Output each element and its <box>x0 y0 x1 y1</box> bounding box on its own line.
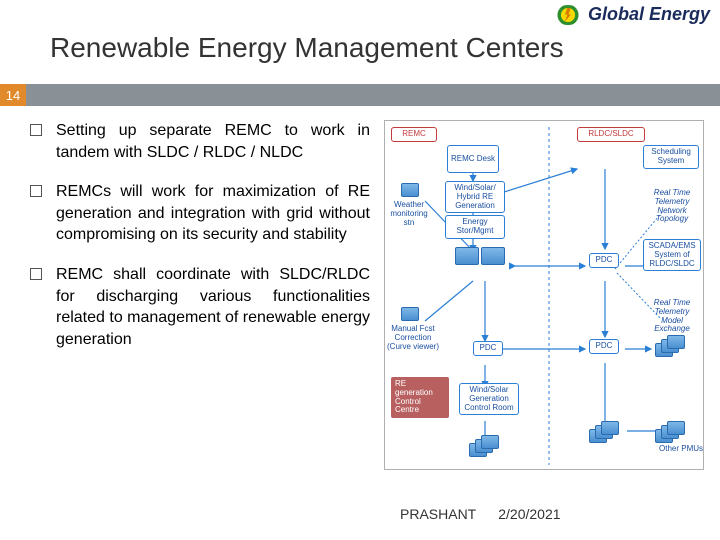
pdc-right-box: PDC <box>589 339 619 354</box>
bullet-list: Setting up separate REMC to work in tand… <box>30 120 370 368</box>
bullet-text: Setting up separate REMC to work in tand… <box>56 120 370 163</box>
server-icon <box>455 247 479 265</box>
rt-model-label: Real Time Telemetry Model Exchange <box>643 299 701 334</box>
connector-lines <box>385 121 705 471</box>
list-item: REMCs will work for maximization of RE g… <box>30 181 370 246</box>
re-gen-ctrl-box: RE generation Control Centre <box>391 377 449 418</box>
remc-desk-box: REMC Desk <box>447 145 499 173</box>
stack-icon <box>469 435 499 457</box>
manual-curve-label: Manual Fcst Correction (Curve viewer) <box>387 325 439 351</box>
list-item: Setting up separate REMC to work in tand… <box>30 120 370 163</box>
globe-bolt-icon <box>554 5 582 25</box>
brand-text: Global Energy <box>588 4 710 25</box>
pdc-left-box: PDC <box>473 341 503 356</box>
footer: PRASHANT 2/20/2021 <box>400 506 561 522</box>
brand-logo: Global Energy <box>554 4 710 25</box>
weather-label: Weather monitoring stn <box>387 201 431 227</box>
footer-date: 2/20/2021 <box>498 506 560 522</box>
slide-number: 14 <box>0 84 26 106</box>
bullet-text: REMCs will work for maximization of RE g… <box>56 181 370 246</box>
page-title: Renewable Energy Management Centers <box>50 32 564 64</box>
footer-author: PRASHANT <box>400 506 476 522</box>
bullet-text: REMC shall coordinate with SLDC/RLDC for… <box>56 264 370 350</box>
square-bullet-icon <box>30 185 42 197</box>
energy-storage-box: Energy Stor/Mgmt <box>445 215 505 239</box>
scheduling-box: Scheduling System <box>643 145 699 169</box>
rt-telemetry-label: Real Time Telemetry Network Topology <box>643 189 701 224</box>
title-bar <box>0 84 720 106</box>
stack-icon <box>589 421 619 443</box>
rldc-header: RLDC/SLDC <box>577 127 645 142</box>
stack-icon <box>655 421 685 443</box>
list-item: REMC shall coordinate with SLDC/RLDC for… <box>30 264 370 350</box>
square-bullet-icon <box>30 268 42 280</box>
pdc-mid-box: PDC <box>589 253 619 268</box>
wind-solar-room-box: Wind/Solar Generation Control Room <box>459 383 519 415</box>
other-pmus-label: Other PMUs <box>659 445 703 454</box>
scada-box: SCADA/EMS System of RLDC/SLDC <box>643 239 701 271</box>
manual-icon <box>401 307 419 321</box>
remc-architecture-diagram: REMC RLDC/SLDC REMC Desk Scheduling Syst… <box>384 120 704 470</box>
stack-icon <box>655 335 685 357</box>
weather-icon <box>401 183 419 197</box>
square-bullet-icon <box>30 124 42 136</box>
wind-solar-gen-box: Wind/Solar/ Hybrid RE Generation <box>445 181 505 213</box>
remc-header: REMC <box>391 127 437 142</box>
server-icon <box>481 247 505 265</box>
